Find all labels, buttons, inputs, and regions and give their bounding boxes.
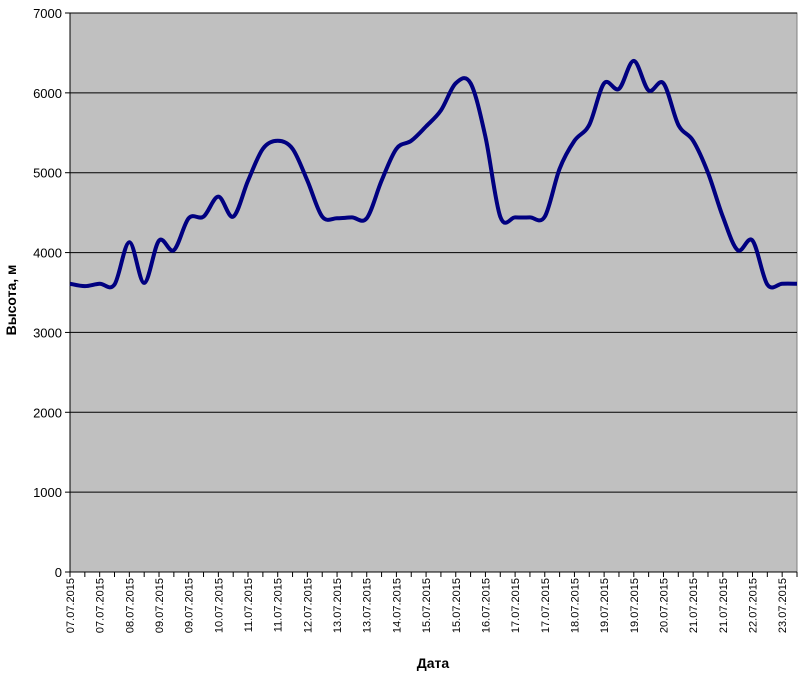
x-tick-label: 19.07.2015: [629, 578, 641, 633]
y-tick-label: 5000: [33, 166, 62, 181]
y-tick-label: 1000: [33, 485, 62, 500]
y-tick-label: 0: [55, 565, 62, 580]
x-tick-label: 09.07.2015: [184, 578, 196, 633]
x-tick-label: 15.07.2015: [421, 578, 433, 633]
x-tick-label: 12.07.2015: [302, 578, 314, 633]
data-line: [69, 58, 798, 290]
x-tick-label: 17.07.2015: [540, 578, 552, 633]
x-tick-label: 15.07.2015: [451, 578, 463, 633]
y-tick-label: 3000: [33, 325, 62, 340]
x-tick-label: 21.07.2015: [688, 578, 700, 633]
x-tick-label: 22.07.2015: [747, 578, 759, 633]
y-tick-label: 4000: [33, 246, 62, 261]
y-tick-label: 7000: [33, 6, 62, 21]
x-tick-label: 18.07.2015: [569, 578, 581, 633]
x-tick-label: 09.07.2015: [154, 578, 166, 633]
x-axis-title: Дата: [417, 655, 450, 671]
x-tick-label: 13.07.2015: [332, 578, 344, 633]
y-tick-label: 6000: [33, 86, 62, 101]
x-tick-label: 11.07.2015: [273, 578, 285, 632]
x-tick-label: 14.07.2015: [391, 578, 403, 633]
x-tick-label: 19.07.2015: [599, 578, 611, 633]
x-tick-label: 07.07.2015: [95, 578, 107, 633]
x-tick-label: 23.07.2015: [777, 578, 789, 633]
y-tick-label: 2000: [33, 405, 62, 420]
x-tick-label: 20.07.2015: [658, 578, 670, 633]
x-tick-label: 08.07.2015: [124, 578, 136, 633]
x-tick-label: 17.07.2015: [510, 578, 522, 633]
x-tick-label: 16.07.2015: [480, 578, 492, 633]
x-tick-label: 07.07.2015: [65, 578, 77, 633]
x-tick-label: 13.07.2015: [362, 578, 374, 633]
x-tick-label: 11.07.2015: [243, 578, 255, 632]
y-axis-title: Высота, м: [3, 265, 19, 336]
x-tick-label: 10.07.2015: [213, 578, 225, 633]
plot-area: [69, 12, 798, 573]
x-tick-label: 21.07.2015: [718, 578, 730, 633]
